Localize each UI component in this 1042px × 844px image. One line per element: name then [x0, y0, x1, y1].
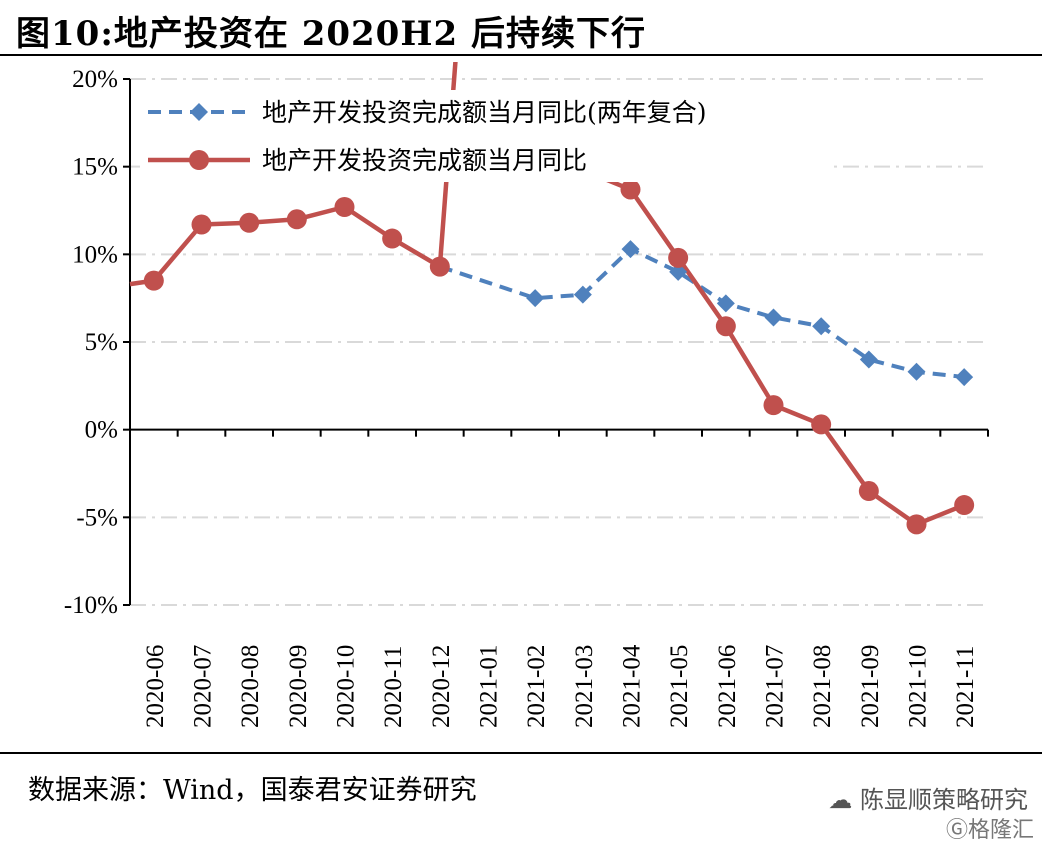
marker-diamond [669, 262, 688, 281]
marker-circle [954, 495, 975, 516]
marker-circle [763, 395, 784, 416]
legend-label-two-year: 地产开发投资完成额当月同比(两年复合) [262, 98, 707, 127]
marker-circle [286, 209, 307, 230]
x-tick-label: 2020-07 [190, 645, 217, 728]
legend-background [140, 90, 830, 182]
marker-circle [906, 514, 927, 535]
y-tick-label: -5% [76, 504, 118, 531]
wechat-icon: ☁ [828, 786, 853, 814]
x-tick-label: 2021-04 [619, 644, 646, 728]
data-source-note: 数据来源：Wind，国泰君安证券研究 [28, 775, 477, 806]
x-tick-label: 2021-11 [952, 646, 979, 728]
marker-diamond [526, 289, 545, 308]
x-tick-label: 2020-06 [142, 645, 169, 728]
x-tick-label: 2020-09 [285, 645, 312, 728]
y-tick-label: -10% [64, 592, 118, 619]
marker-circle [858, 481, 879, 502]
marker-circle [143, 270, 164, 291]
marker-circle [239, 212, 260, 233]
legend: 地产开发投资完成额当月同比(两年复合) 地产开发投资完成额当月同比 [140, 90, 830, 182]
marker-diamond [859, 350, 878, 369]
y-tick-label: 20% [72, 66, 118, 93]
marker-diamond [573, 285, 592, 304]
legend-marker-diamond [190, 103, 208, 121]
x-tick-label: 2021-07 [762, 645, 789, 728]
x-tick-label: 2021-05 [666, 645, 693, 728]
legend-marker-circle [189, 150, 209, 170]
marker-circle [191, 214, 212, 235]
x-tick-label: 2021-03 [571, 645, 598, 728]
watermark-brand: 格隆汇 [967, 818, 1034, 843]
line-chart: -10% -5% 0% 5% 10% 15% 20% 2020-06 2020-07 2020-0… [64, 62, 989, 728]
x-tick-label: 2020-08 [237, 645, 264, 728]
brand-logo-icon: Ⓖ [945, 818, 968, 843]
series [129, 62, 975, 535]
x-tick-label: 2020-11 [380, 646, 407, 728]
marker-diamond [907, 362, 926, 381]
title-rule [0, 54, 1042, 56]
series-line-two-year [439, 246, 965, 380]
marker-diamond [812, 317, 831, 336]
marker-diamond [621, 240, 640, 259]
marker-circle [334, 196, 355, 217]
marker-circle [668, 247, 689, 268]
legend-label-yoy: 地产开发投资完成额当月同比 [262, 146, 587, 175]
marker-circle [715, 316, 736, 337]
chart-title: 图10:地产投资在 2020H2 后持续下行 [16, 14, 646, 54]
y-tick-label: 10% [72, 241, 118, 268]
marker-circle [382, 228, 403, 249]
source-rule [0, 752, 1042, 754]
tick-labels: -10% -5% 0% 5% 10% 15% 20% 2020-06 2020-07 2020-0… [64, 66, 979, 728]
x-tick-label: 2021-06 [714, 645, 741, 728]
x-tick-label: 2021-02 [523, 645, 550, 728]
marker-circle [429, 256, 450, 277]
marker-diamond [764, 308, 783, 327]
x-tick-label: 2021-09 [857, 645, 884, 728]
axes [123, 78, 989, 606]
y-tick-label: 15% [72, 154, 118, 181]
marker-circle [811, 414, 832, 435]
watermark-account: 陈显顺策略研究 [860, 786, 1028, 814]
y-tick-label: 5% [85, 329, 118, 356]
marker-diamond [955, 368, 974, 387]
x-tick-label: 2021-10 [905, 645, 932, 728]
wechat-watermark: ☁ 陈显顺策略研究 [828, 780, 1028, 815]
marker-diamond [716, 294, 735, 313]
brand-watermark: Ⓖ格隆汇 [946, 812, 1034, 844]
marker-circle [620, 179, 641, 200]
x-tick-label: 2020-12 [428, 645, 455, 728]
x-tick-label: 2021-01 [476, 645, 503, 728]
y-tick-label: 0% [85, 417, 118, 444]
x-tick-label: 2021-08 [809, 645, 836, 728]
x-tick-label: 2020-10 [333, 645, 360, 728]
